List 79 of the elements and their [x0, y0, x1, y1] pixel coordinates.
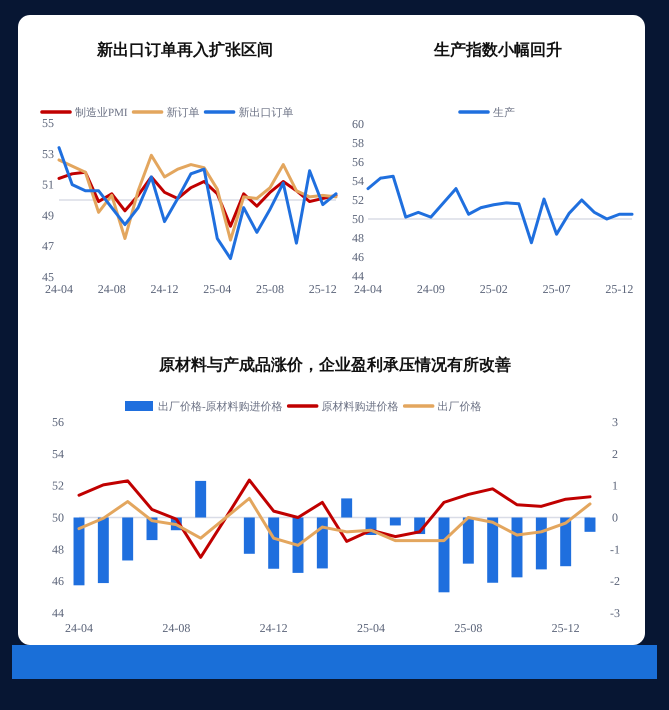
legend: 生产 [458, 107, 515, 119]
x-tick-label: 25-12 [605, 282, 634, 296]
y2-tick-label: -3 [610, 606, 620, 620]
y-tick-label: 46 [352, 250, 364, 264]
y2-tick-label: 0 [612, 510, 618, 524]
legend-label: 新订单 [166, 106, 200, 119]
y2-tick-label: -1 [610, 542, 620, 556]
bar [244, 518, 255, 554]
line-series [58, 146, 338, 260]
y-tick-label: 56 [52, 415, 64, 429]
y2-tick-label: -2 [610, 574, 620, 588]
x-tick-label: 25-04 [357, 621, 385, 635]
legend-label: 新出口订单 [238, 106, 294, 119]
bar [536, 518, 547, 570]
y-tick-label: 52 [52, 478, 64, 493]
x-tick-label: 25-08 [256, 282, 284, 296]
legend-label: 制造业PMI [75, 106, 128, 119]
y2-tick-label: 2 [612, 446, 618, 461]
bar [462, 518, 474, 564]
y-tick-label: 51 [42, 178, 54, 192]
bar [122, 518, 134, 560]
y-tick-label: 48 [352, 231, 364, 245]
x-tick-label: 24-08 [98, 282, 126, 296]
bar [438, 518, 450, 592]
x-tick-label: 24-04 [45, 282, 73, 296]
y-tick-label: 44 [352, 269, 364, 283]
bar [292, 518, 304, 573]
bar [487, 518, 498, 583]
bar [341, 498, 352, 518]
x-tick-label: 25-02 [480, 282, 508, 296]
line-series [58, 154, 338, 242]
y-tick-label: 49 [42, 208, 54, 222]
legend-label: 出厂价格 [438, 400, 482, 413]
y-tick-label: 54 [52, 446, 64, 461]
bar [195, 480, 206, 518]
y2-tick-label: 1 [612, 478, 618, 493]
x-tick-label: 25-07 [542, 282, 571, 296]
legend-label: 出厂价格-原材料购进价格 [158, 400, 283, 413]
bar [512, 518, 522, 578]
x-tick-label: 24-09 [416, 282, 445, 296]
chart-title: 原材料与产成品涨价，企业盈利承压情况有所改善 [158, 355, 511, 374]
y2-tick-label: 3 [612, 415, 618, 429]
y-tick-label: 50 [52, 510, 64, 524]
y-tick-label: 44 [52, 606, 64, 620]
x-tick-label: 24-12 [150, 282, 179, 296]
bar [390, 518, 401, 526]
y-tick-label: 60 [352, 117, 364, 131]
legend-label: 生产 [493, 106, 515, 119]
y-tick-label: 54 [352, 174, 364, 188]
y-tick-label: 56 [352, 155, 364, 169]
x-tick-label: 25-04 [203, 282, 232, 296]
bar [584, 518, 596, 532]
x-tick-label: 25-12 [552, 621, 580, 635]
y-tick-label: 53 [42, 146, 54, 161]
x-tick-label: 24-04 [65, 621, 93, 635]
x-tick-label: 24-12 [260, 621, 288, 635]
y-tick-label: 52 [352, 193, 364, 207]
bar [560, 518, 572, 566]
y-tick-label: 55 [42, 116, 54, 130]
bar [268, 518, 280, 569]
line-series [78, 478, 592, 559]
y-tick-label: 46 [52, 574, 64, 588]
y-tick-label: 48 [52, 542, 64, 556]
chart-title: 新出口订单再入扩张区间 [96, 40, 273, 59]
y-tick-label: 45 [42, 270, 54, 284]
line-series [78, 496, 592, 547]
y-tick-label: 50 [352, 212, 364, 226]
x-tick-label: 25-08 [454, 621, 482, 635]
bar [316, 518, 328, 568]
line-series [366, 174, 634, 244]
x-tick-label: 24-08 [162, 621, 190, 635]
y-tick-label: 47 [42, 239, 54, 254]
chart-title: 生产指数小幅回升 [433, 40, 562, 59]
bar [74, 518, 84, 586]
bar [98, 518, 109, 584]
x-tick-label: 24-04 [354, 282, 382, 296]
y-tick-label: 58 [352, 136, 364, 150]
x-tick-label: 25-12 [308, 282, 337, 296]
legend-label: 原材料购进价格 [322, 400, 399, 413]
